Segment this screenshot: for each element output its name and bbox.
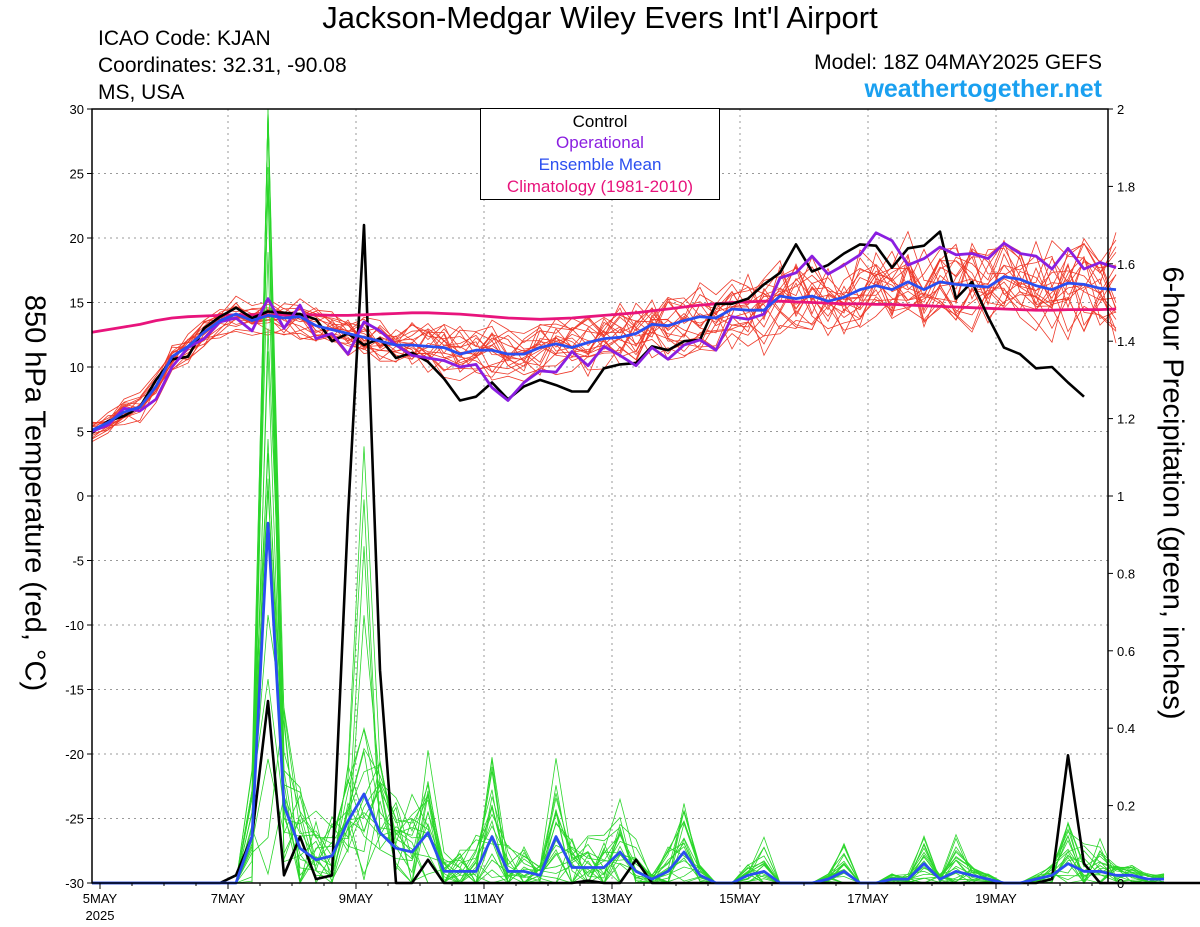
y-right-tick-label: 0.6 <box>1117 644 1135 659</box>
x-tick-label: 5MAY <box>83 891 118 906</box>
region: MS, USA <box>98 81 185 104</box>
y-left-tick-label: -5 <box>72 554 84 569</box>
legend-item-operational: Operational <box>556 133 644 152</box>
temp-member-line <box>91 278 1117 442</box>
y-left-tick-label: 30 <box>70 102 84 117</box>
y-right-tick-label: 0.8 <box>1117 566 1135 581</box>
y-left-tick-label: -10 <box>65 618 84 633</box>
legend-item-climatology: Climatology (1981-2010) <box>506 177 694 196</box>
temp-member-line <box>91 247 1117 425</box>
icao-code: ICAO Code: KJAN <box>98 27 271 50</box>
precip-member-line <box>92 328 1165 885</box>
precip-series-ensemble-mean <box>92 521 1164 885</box>
website-link[interactable]: weathertogether.net <box>864 75 1102 103</box>
x-tick-year-label: 2025 <box>86 908 115 923</box>
precip-member-line <box>92 112 1165 884</box>
y-right-tick-label: 1.4 <box>1117 334 1135 349</box>
y-left-tick-label: 0 <box>77 489 84 504</box>
grid <box>92 109 1108 883</box>
chart-title: Jackson-Medgar Wiley Evers Int'l Airport <box>322 0 878 35</box>
y-left-tick-label: 20 <box>70 231 84 246</box>
temp-member-line <box>91 280 1117 440</box>
precip-member-line <box>92 478 1165 884</box>
temp-member-line <box>91 253 1117 432</box>
axes: 302520151050-5-10-15-20-25-3021.81.61.41… <box>65 102 1135 923</box>
temp-member-line <box>91 242 1117 431</box>
coordinates: Coordinates: 32.31, -90.08 <box>98 54 347 77</box>
x-tick-label: 15MAY <box>719 891 761 906</box>
x-tick-label: 19MAY <box>975 891 1017 906</box>
y-left-tick-label: -20 <box>65 747 84 762</box>
x-tick-label: 17MAY <box>847 891 889 906</box>
model-run: Model: 18Z 04MAY2025 GEFS <box>814 51 1102 74</box>
y-axis-left-label: 850 hPa Temperature (red, °C) <box>18 294 51 692</box>
y-right-tick-label: 2 <box>1117 102 1124 117</box>
y-left-tick-label: 10 <box>70 360 84 375</box>
y-right-tick-label: 1.6 <box>1117 257 1135 272</box>
legend-item-ensemble-mean: Ensemble Mean <box>538 155 662 174</box>
plot-frame <box>91 108 1109 884</box>
y-right-tick-label: 0.4 <box>1117 721 1135 736</box>
y-left-tick-label: -25 <box>65 812 84 827</box>
y-left-tick-label: -15 <box>65 683 84 698</box>
temp-series-ensemble-mean <box>91 275 1117 432</box>
y-right-tick-label: 0.2 <box>1117 799 1135 814</box>
legend: Control Operational Ensemble Mean Climat… <box>480 108 720 200</box>
y-left-tick-label: 15 <box>70 296 84 311</box>
x-tick-label: 11MAY <box>464 891 505 906</box>
y-right-tick-label: 1.2 <box>1117 412 1135 427</box>
y-left-tick-label: -30 <box>65 876 84 891</box>
y-right-tick-label: 0 <box>1117 876 1124 891</box>
y-left-tick-label: 25 <box>70 167 84 182</box>
x-tick-label: 13MAY <box>591 891 633 906</box>
y-right-tick-label: 1.8 <box>1117 179 1135 194</box>
x-tick-label: 7MAY <box>211 891 246 906</box>
x-tick-label: 9MAY <box>339 891 374 906</box>
legend-item-control: Control <box>572 112 628 131</box>
precip-member-line <box>92 708 1165 884</box>
y-left-tick-label: 5 <box>77 425 84 440</box>
y-axis-right-label: 6-hour Precipitation (green, inches) <box>1156 266 1189 720</box>
temp-series-operational <box>91 231 1117 433</box>
temp-series-control <box>91 230 1085 434</box>
y-right-tick-label: 1 <box>1117 489 1124 504</box>
